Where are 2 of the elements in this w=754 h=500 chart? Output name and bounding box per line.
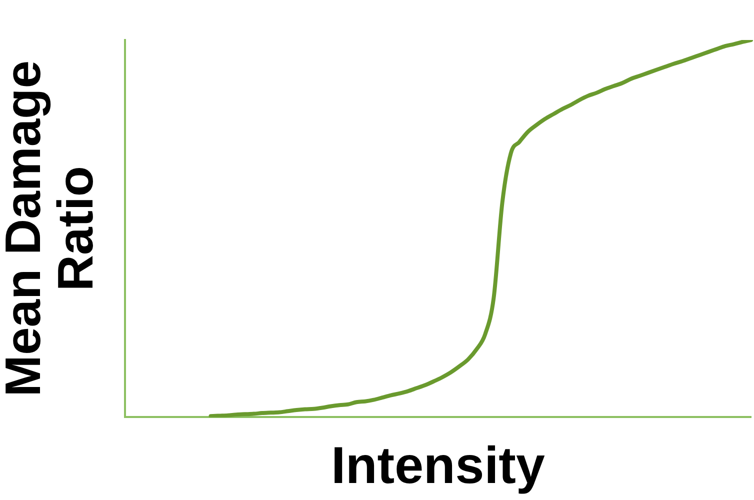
x-axis-title: Intensity	[331, 437, 545, 496]
y-axis-title: Mean Damage Ratio	[0, 60, 104, 397]
